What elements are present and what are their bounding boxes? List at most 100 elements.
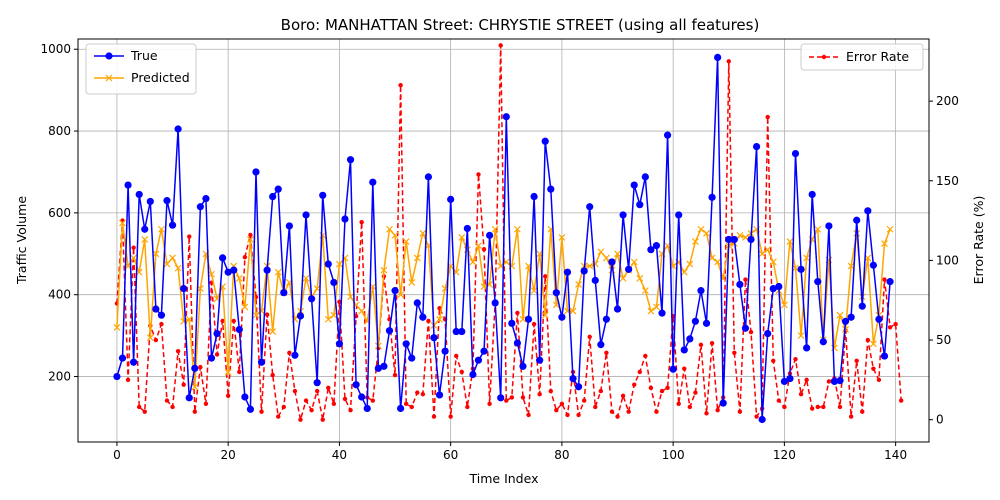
true-point: [775, 282, 783, 291]
predicted-point: [413, 254, 421, 262]
error-rate-point: [409, 404, 414, 410]
predicted-point: [602, 254, 610, 262]
y-axis-label: Traffic Volume: [14, 196, 29, 285]
error-rate-point: [543, 274, 548, 279]
error-rate-point: [882, 277, 887, 282]
true-point: [391, 287, 399, 295]
true-point: [764, 329, 772, 338]
predicted-point: [330, 311, 338, 319]
legend-box: [800, 43, 924, 71]
error-rate-point: [320, 417, 325, 422]
true-point: [257, 358, 266, 366]
true-point: [168, 221, 177, 229]
predicted-point: [869, 340, 877, 348]
predicted-point: [513, 225, 521, 233]
error-rate-point: [815, 404, 820, 410]
error-rate-point: [632, 382, 637, 387]
predicted-point: [469, 258, 477, 266]
true-point: [602, 315, 610, 323]
error-rate-point: [370, 398, 375, 403]
error-rate-point: [581, 398, 587, 403]
true-point: [408, 354, 416, 362]
predicted-point: [347, 293, 354, 301]
predicted-point: [769, 258, 777, 266]
true-point: [263, 266, 271, 274]
error-rate-point: [159, 321, 164, 327]
true-point: [202, 194, 210, 203]
predicted-point: [386, 225, 393, 233]
error-rate-point: [426, 318, 431, 324]
error-rate-point: [659, 388, 665, 394]
true-point: [358, 393, 366, 401]
error-rate-point: [270, 372, 275, 378]
predicted-point: [686, 260, 694, 268]
error-rate-point: [170, 404, 175, 410]
error-rate-point: [726, 59, 731, 64]
predicted-point: [141, 236, 149, 243]
error-rate-point: [175, 349, 181, 354]
true-point: [146, 197, 154, 206]
true-point: [480, 347, 488, 355]
predicted-point: [419, 229, 427, 237]
true-point: [163, 197, 171, 205]
error-rate-point: [782, 404, 787, 410]
legend-label-true: True: [130, 48, 158, 63]
predicted-point: [597, 248, 605, 256]
error-rate-point: [125, 377, 131, 383]
error-rate-point: [754, 414, 759, 419]
predicted-point: [158, 225, 165, 233]
predicted-point: [853, 229, 861, 237]
error-rate-point: [709, 341, 715, 346]
legend-label-error: Error Rate: [846, 49, 909, 64]
predicted-point: [608, 266, 616, 274]
error-rate-point: [459, 369, 464, 375]
error-rate-point: [242, 255, 248, 260]
true-point: [207, 354, 216, 362]
y-tick-label: 600: [48, 206, 71, 220]
true-point: [135, 190, 143, 199]
true-point: [841, 317, 850, 325]
error-rate-point: [292, 388, 298, 394]
predicted-point: [780, 301, 788, 309]
error-rate-point: [498, 43, 503, 48]
true-point: [335, 340, 344, 348]
error-rate-point: [487, 401, 492, 406]
predicted-point: [402, 238, 410, 245]
true-point: [308, 295, 316, 303]
predicted-point: [758, 250, 766, 258]
true-point: [324, 260, 332, 268]
error-rate-point: [809, 406, 815, 411]
error-rate-point: [876, 377, 882, 383]
true-point: [113, 372, 121, 381]
error-rate-point: [609, 409, 615, 414]
error-rate-point: [403, 401, 409, 406]
true-point: [174, 125, 182, 133]
error-rate-point: [565, 412, 570, 418]
plot-area-frame: [77, 38, 930, 443]
true-point: [241, 393, 249, 401]
error-rate-point: [214, 352, 220, 357]
true-point: [235, 325, 243, 334]
true-series: [113, 53, 894, 424]
error-rate-point: [598, 388, 604, 394]
error-rate-point: [331, 401, 337, 406]
legend-label-predicted: Predicted: [131, 70, 190, 85]
predicted-point: [146, 334, 154, 342]
legend-right: Error Rate: [800, 43, 924, 71]
true-point: [736, 280, 744, 289]
predicted-point: [619, 274, 627, 282]
predicted-point: [185, 315, 193, 323]
true-point: [252, 168, 260, 176]
predicted-point: [786, 238, 794, 245]
error-series: [114, 43, 904, 422]
true-point: [675, 211, 683, 219]
true-point: [463, 224, 471, 233]
predicted-point: [558, 234, 566, 241]
error-rate-point: [748, 329, 754, 335]
true-point: [291, 351, 299, 359]
true-point: [213, 329, 221, 338]
error-rate-point: [548, 388, 553, 394]
true-point: [625, 265, 633, 273]
error-rate-point: [187, 234, 192, 239]
error-rate-point: [776, 398, 782, 403]
